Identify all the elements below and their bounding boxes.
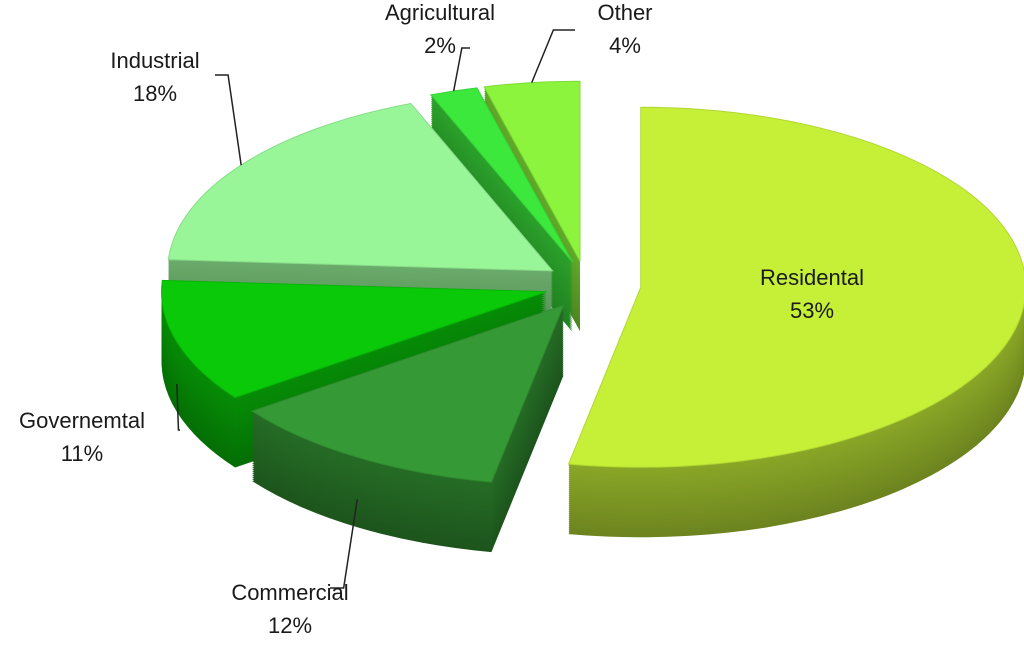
slice-value-label: 18% <box>133 81 177 106</box>
slice-value-label: 2% <box>424 33 456 58</box>
slice-label: Agricultural <box>385 0 495 25</box>
slice-label: Governemtal <box>19 408 145 433</box>
slice-value-label: 53% <box>790 298 834 323</box>
leader-line <box>176 383 180 431</box>
slice-group <box>567 106 1024 538</box>
slice-value-label: 11% <box>61 441 103 466</box>
leader-line <box>330 499 359 589</box>
leader-line <box>215 74 242 166</box>
slice <box>429 87 574 263</box>
slice-value-label: 12% <box>268 613 312 638</box>
slice <box>167 102 554 272</box>
slice-label: Commercial <box>231 580 348 605</box>
slice-value-label: 4% <box>609 33 641 58</box>
slice-group <box>250 304 565 553</box>
slice-label: Residental <box>760 265 864 290</box>
leader-line <box>531 29 575 83</box>
slice <box>250 304 565 483</box>
slice-label: Other <box>597 0 652 25</box>
leader-line <box>452 47 470 92</box>
slice <box>161 279 547 399</box>
slice-label: Industrial <box>110 48 199 73</box>
